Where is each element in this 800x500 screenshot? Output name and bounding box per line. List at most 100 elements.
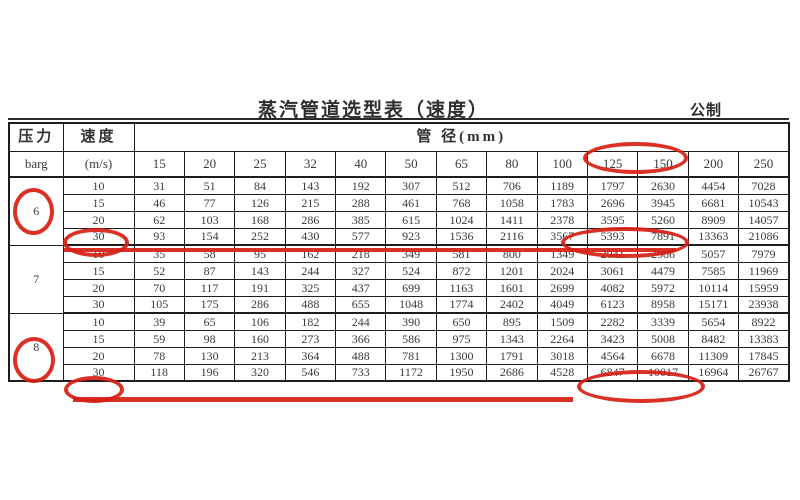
capacity-cell: 126: [234, 193, 286, 212]
diameter-col-200: 200: [687, 150, 740, 178]
pressure-unit: barg: [8, 150, 64, 178]
capacity-cell: 546: [284, 363, 337, 382]
capacity-cell: 5393: [586, 227, 639, 246]
capacity-cell: 4082: [586, 278, 639, 297]
capacity-cell: 615: [385, 210, 437, 229]
capacity-cell: 7979: [738, 244, 790, 263]
capacity-cell: 1201: [486, 261, 538, 280]
diameter-col-40: 40: [334, 150, 387, 178]
capacity-cell: 2699: [536, 278, 588, 297]
capacity-cell: 11969: [738, 261, 790, 280]
data-row-p6-v20: 20 62 103 168 286 385 615 1024 1411 2378 3595 5260 8…: [9, 210, 790, 229]
capacity-cell: 196: [183, 363, 236, 382]
capacity-cell: 2696: [586, 193, 639, 212]
capacity-cell: 14057: [738, 210, 790, 229]
capacity-cell: 191: [234, 278, 286, 297]
capacity-cell: 5654: [687, 312, 740, 331]
velocity-value: 10: [62, 312, 135, 331]
capacity-cell: 488: [284, 295, 337, 314]
capacity-cell: 3945: [637, 193, 689, 212]
capacity-cell: 975: [435, 329, 488, 348]
diameter-header: 管 径(mm): [133, 122, 790, 152]
capacity-cell: 4528: [536, 363, 588, 382]
capacity-cell: 77: [183, 193, 236, 212]
capacity-cell: 1411: [486, 210, 538, 229]
capacity-cell: 8909: [687, 210, 740, 229]
capacity-cell: 8482: [687, 329, 740, 348]
capacity-cell: 1509: [536, 312, 588, 331]
capacity-cell: 3423: [586, 329, 639, 348]
capacity-cell: 84: [234, 176, 286, 195]
capacity-cell: 325: [284, 278, 337, 297]
capacity-cell: 10017: [637, 363, 689, 382]
capacity-cell: 390: [385, 312, 437, 331]
diameter-col-20: 20: [183, 150, 236, 178]
capacity-cell: 118: [133, 363, 185, 382]
capacity-cell: 364: [284, 346, 337, 365]
capacity-cell: 307: [385, 176, 437, 195]
capacity-cell: 733: [334, 363, 387, 382]
velocity-value: 15: [62, 329, 135, 348]
capacity-cell: 3339: [637, 312, 689, 331]
capacity-cell: 4454: [687, 176, 740, 195]
capacity-cell: 15171: [687, 295, 740, 314]
diameter-col-250: 250: [738, 150, 790, 178]
capacity-cell: 26767: [738, 363, 790, 382]
capacity-cell: 385: [334, 210, 387, 229]
capacity-cell: 320: [234, 363, 286, 382]
capacity-cell: 366: [334, 329, 387, 348]
capacity-cell: 4564: [586, 346, 639, 365]
capacity-cell: 2041: [586, 244, 639, 263]
capacity-cell: 706: [486, 176, 538, 195]
capacity-cell: 46: [133, 193, 185, 212]
capacity-cell: 5260: [637, 210, 689, 229]
capacity-cell: 78: [133, 346, 185, 365]
capacity-cell: 98: [183, 329, 236, 348]
diameter-col-80: 80: [486, 150, 538, 178]
capacity-cell: 2986: [637, 244, 689, 263]
capacity-cell: 51: [183, 176, 236, 195]
capacity-cell: 699: [385, 278, 437, 297]
capacity-cell: 650: [435, 312, 488, 331]
velocity-header: 速度: [62, 122, 135, 152]
capacity-cell: 244: [334, 312, 387, 331]
velocity-value: 10: [62, 244, 135, 263]
velocity-value: 20: [62, 210, 135, 229]
capacity-cell: 1601: [486, 278, 538, 297]
capacity-cell: 1058: [486, 193, 538, 212]
capacity-cell: 17845: [738, 346, 790, 365]
data-row-p8-v20: 20 78 130 213 364 488 781 1300 1791 3018 4564 6678 1…: [9, 346, 790, 365]
capacity-cell: 160: [234, 329, 286, 348]
capacity-cell: 3567: [536, 227, 588, 246]
velocity-value: 10: [62, 176, 135, 195]
capacity-cell: 2282: [586, 312, 639, 331]
metric-unit-label: 公制: [690, 103, 723, 119]
capacity-cell: 1172: [385, 363, 437, 382]
capacity-cell: 6847: [586, 363, 639, 382]
capacity-cell: 286: [284, 210, 337, 229]
pressure-value-8: 8: [8, 312, 64, 382]
capacity-cell: 2402: [486, 295, 538, 314]
capacity-cell: 327: [334, 261, 387, 280]
capacity-cell: 162: [284, 244, 337, 263]
capacity-cell: 106: [234, 312, 286, 331]
diameter-col-150: 150: [637, 150, 689, 178]
capacity-cell: 349: [385, 244, 437, 263]
capacity-cell: 105: [133, 295, 185, 314]
capacity-cell: 437: [334, 278, 387, 297]
capacity-cell: 768: [435, 193, 488, 212]
capacity-cell: 577: [334, 227, 387, 246]
table-body: 6 10 31 51 84 143 192 307 512 706 1189 1797 2630 4454…: [8, 176, 790, 382]
capacity-cell: 2116: [486, 227, 538, 246]
capacity-cell: 103: [183, 210, 236, 229]
velocity-value: 30: [62, 227, 135, 246]
capacity-cell: 286: [234, 295, 286, 314]
capacity-cell: 461: [385, 193, 437, 212]
data-row-p6-v15: 15 46 77 126 215 288 461 768 1058 1783 2696 3945 668…: [9, 193, 790, 212]
capacity-cell: 117: [183, 278, 236, 297]
capacity-cell: 2264: [536, 329, 588, 348]
capacity-cell: 4479: [637, 261, 689, 280]
capacity-cell: 213: [234, 346, 286, 365]
capacity-cell: 1783: [536, 193, 588, 212]
